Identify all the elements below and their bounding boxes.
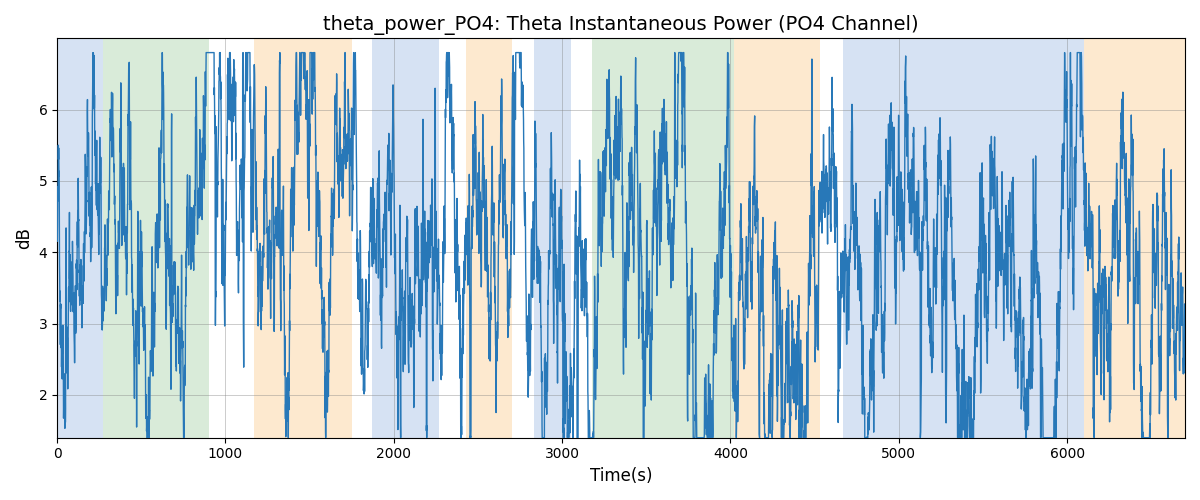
Bar — [103, 38, 209, 438]
Bar — [1084, 38, 1184, 438]
Bar — [467, 38, 511, 438]
Bar — [734, 38, 820, 438]
Bar — [593, 38, 734, 438]
Bar — [254, 38, 352, 438]
Bar — [58, 38, 103, 438]
Bar — [372, 38, 439, 438]
Bar — [844, 38, 1084, 438]
Title: theta_power_PO4: Theta Instantaneous Power (PO4 Channel): theta_power_PO4: Theta Instantaneous Pow… — [323, 15, 919, 35]
X-axis label: Time(s): Time(s) — [590, 467, 653, 485]
Y-axis label: dB: dB — [16, 227, 34, 249]
Bar — [534, 38, 570, 438]
